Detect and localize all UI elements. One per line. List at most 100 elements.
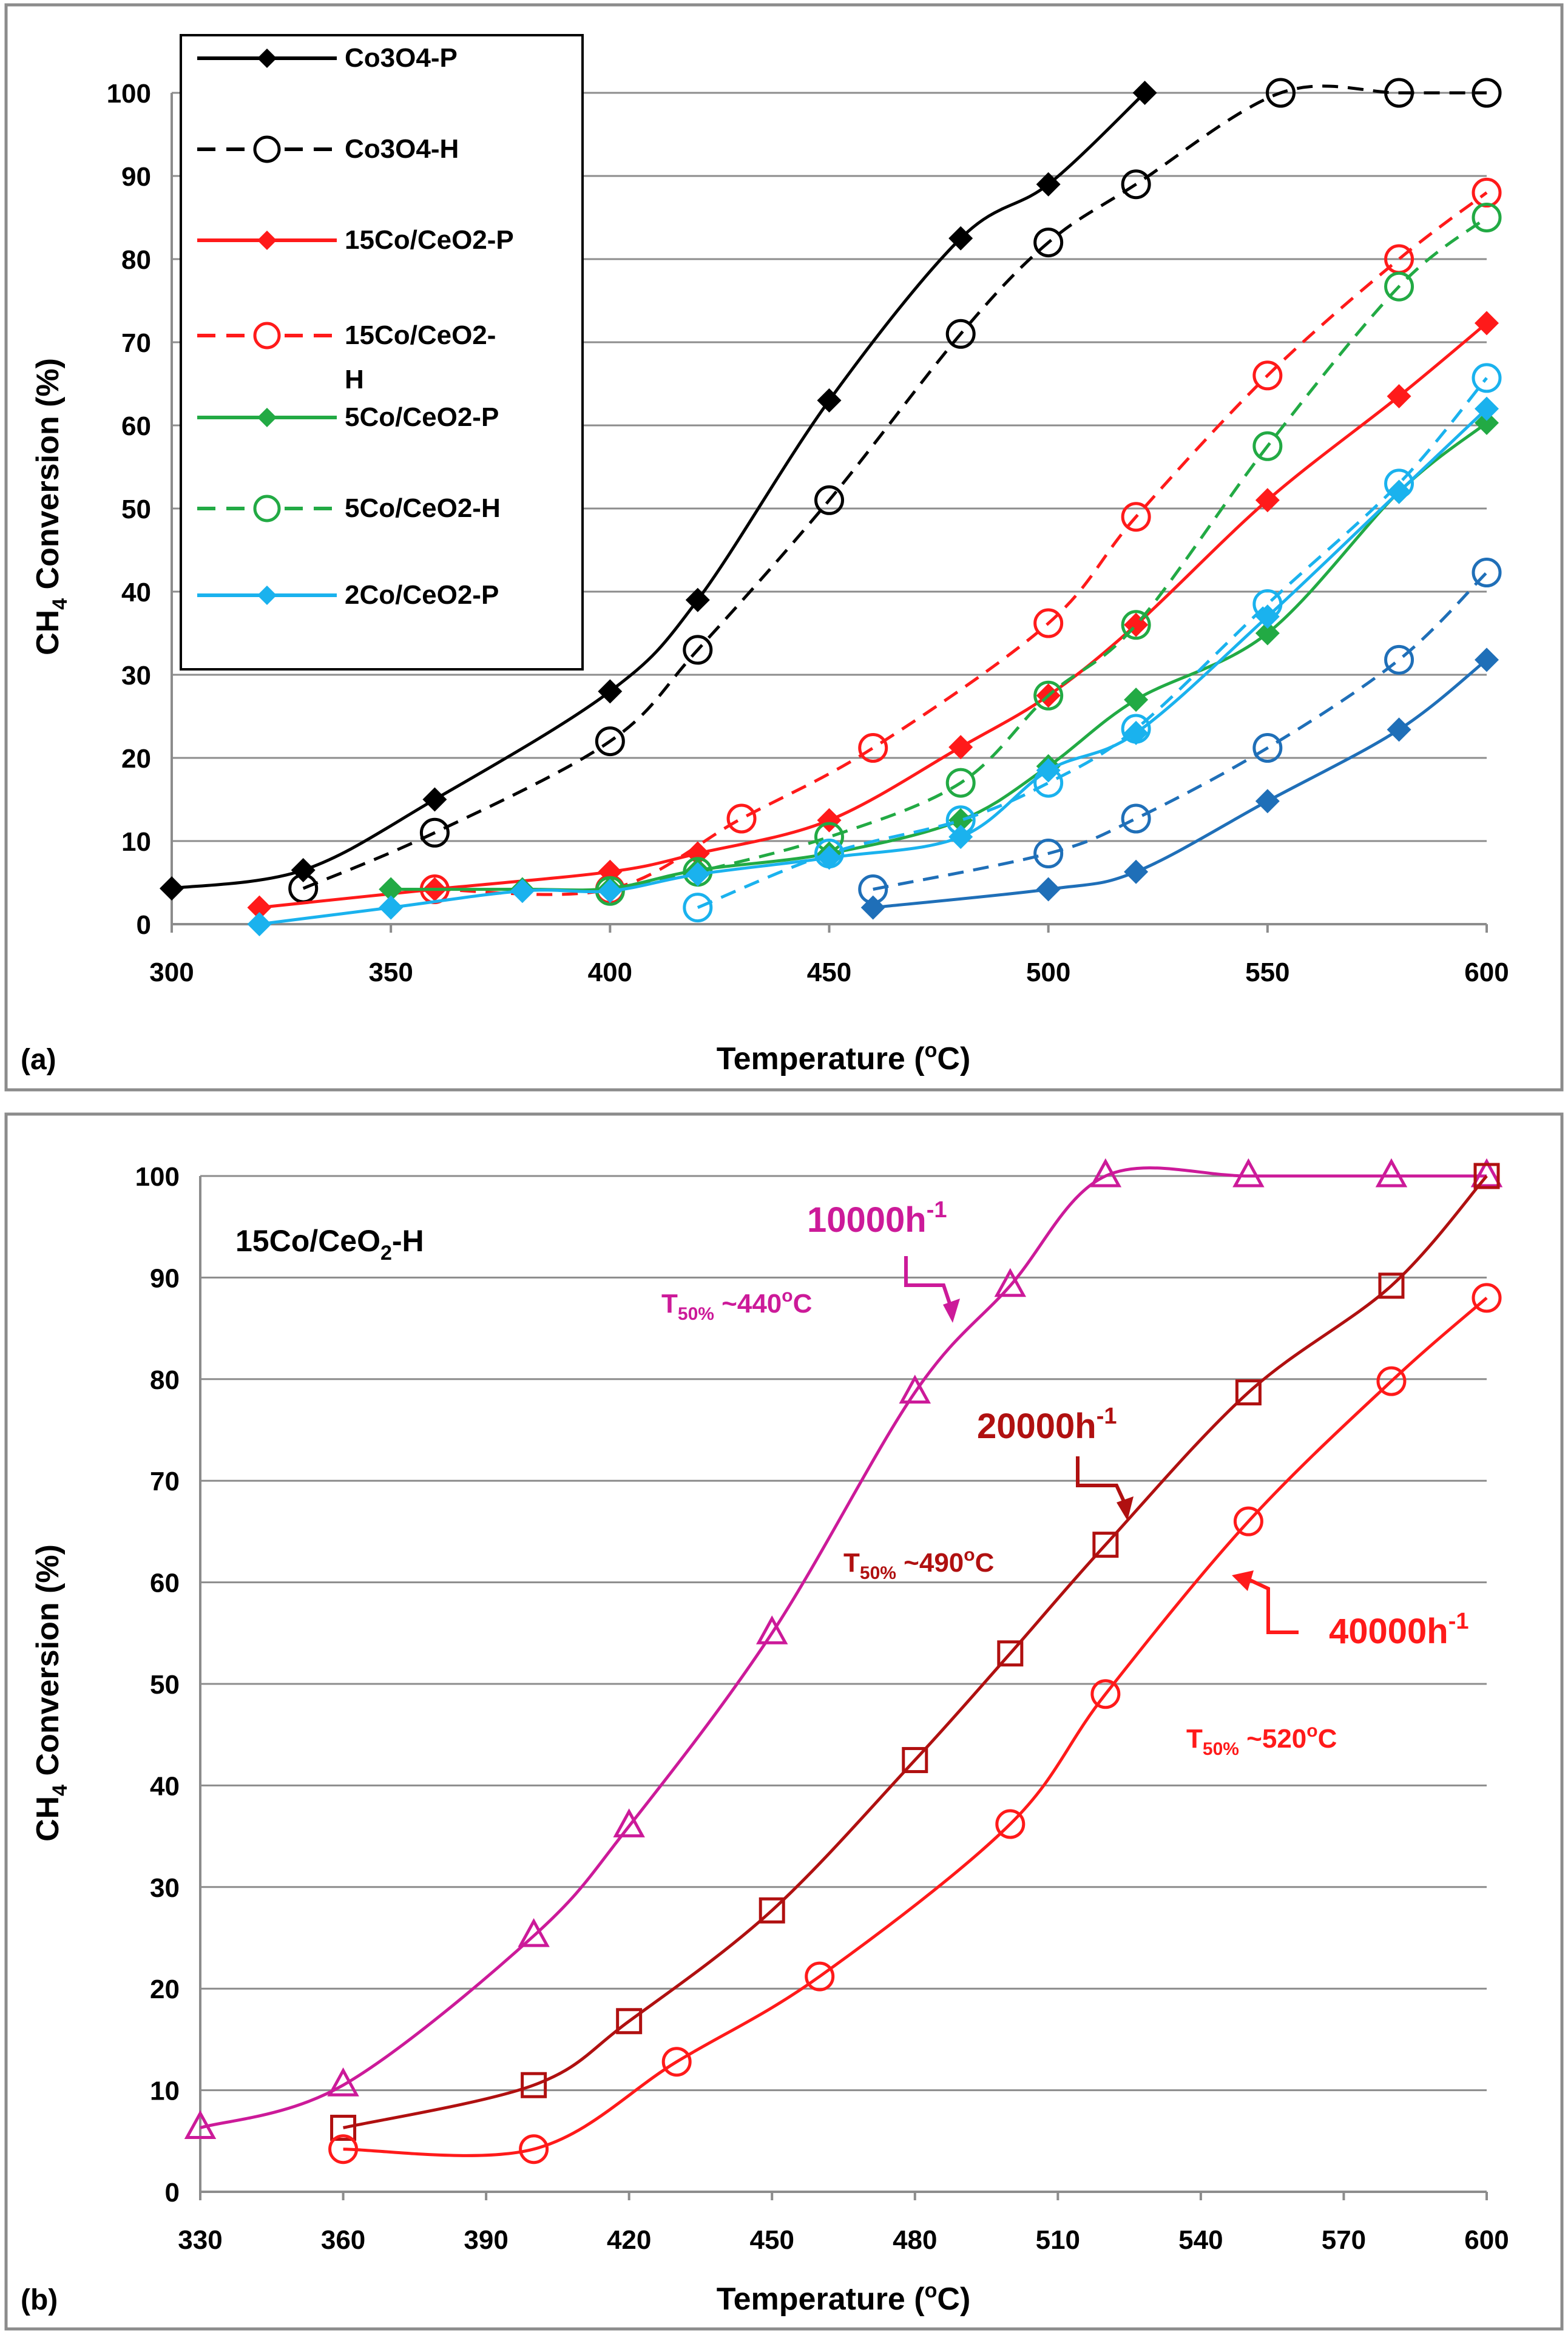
y-tick-label: 80 [121,245,151,275]
panel-b-label: (b) [21,2284,58,2316]
data-point [1472,1283,1502,1313]
svg-text:15Co/CeO2-P: 15Co/CeO2-P [345,225,514,255]
data-point [1252,431,1283,461]
data-point [1124,688,1149,712]
legend-box [180,34,584,671]
data-point [685,862,710,887]
data-point [1233,1506,1263,1536]
annotation-10000: 10000h-1 T50% ~440oC [661,1197,960,1324]
data-point [1378,1272,1405,1299]
y-tick-label: 10 [150,2076,180,2106]
data-point [945,319,976,349]
series-10000h-1 [184,1158,1503,2140]
series-40000h-1 [328,1283,1502,2164]
data-point [616,2008,643,2035]
y-tick-label: 100 [135,1162,180,1192]
x-tick-label: 600 [1464,2225,1509,2255]
y-tick-label: 40 [121,578,151,607]
data-point [1473,1163,1500,1189]
svg-text:40000h-1: 40000h-1 [1329,1609,1469,1651]
data-point [519,2134,549,2164]
y-tick-label: 0 [165,2178,180,2208]
series-2co-ceo2-p [247,396,1499,936]
data-point [510,879,535,904]
x-tick-label: 330 [178,2225,222,2255]
data-point [184,2110,217,2140]
series-1co-ceo2-h [858,557,1502,904]
data-point [1124,859,1149,884]
data-point [685,587,710,612]
data-point [1472,78,1502,108]
svg-text:5Co/CeO2-H: 5Co/CeO2-H [345,493,501,523]
data-point [805,1961,835,1992]
data-point [1375,1158,1408,1188]
data-point [1255,789,1280,814]
y-tick-label: 30 [121,661,151,691]
data-point [1376,1366,1407,1396]
x-tick-label: 500 [1026,958,1070,987]
data-point [598,679,623,704]
x-tick-label: 570 [1322,2225,1366,2255]
data-point [1132,81,1157,105]
data-point [1266,78,1296,108]
x-tick-label: 360 [321,2225,365,2255]
legend-item-15co-ceo2-h: 15Co/CeO2- H [197,320,496,394]
y-tick-label: 10 [121,827,151,857]
data-point [1475,647,1499,672]
svg-text:10000h-1: 10000h-1 [807,1197,947,1240]
svg-text:Co3O4-H: Co3O4-H [345,134,459,164]
data-point [945,768,976,798]
data-point [1252,733,1283,763]
series-line [873,571,1488,891]
data-point [247,895,272,920]
chart-b: 0 10 20 30 40 50 60 70 80 90 100 330 360 390 420 450 480… [135,1158,1509,2255]
legend-item-co3o4-h: Co3O4-H [197,134,459,164]
data-point [160,876,184,901]
data-point [1384,271,1414,302]
annotation-40000: 40000h-1 T50% ~520oC [1186,1570,1469,1759]
svg-text:T50% ~520oC: T50% ~520oC [1186,1721,1337,1759]
svg-text:H: H [345,365,364,394]
svg-text:15Co/CeO2-: 15Co/CeO2- [345,320,496,350]
x-tick-label: 350 [368,958,413,987]
data-point [613,1808,645,1837]
data-point [948,226,973,251]
series-line [343,1297,1488,2157]
y-tick-label: 50 [150,1670,180,1700]
data-point [1033,228,1064,258]
data-point [521,2072,547,2098]
data-point [902,1747,928,1774]
series-line [434,191,1488,896]
data-point [814,839,844,869]
data-point [1235,1379,1262,1406]
data-point [1036,877,1061,902]
data-point [1089,1158,1122,1188]
data-point [948,735,973,760]
svg-text:5Co/CeO2-P: 5Co/CeO2-P [345,402,499,432]
series-line [302,84,1487,890]
series-line [697,377,1488,909]
svg-text:2Co/CeO2-P: 2Co/CeO2-P [345,580,499,610]
legend-item-co3o4-p: Co3O4-P [197,43,458,73]
data-point [858,733,888,763]
series-line [259,407,1488,926]
panel-a-ylabel: CH4 Conversion (%) [30,358,72,655]
legend-item-5co-ceo2-p: 5Co/CeO2-P [197,402,499,432]
x-tick-label: 600 [1464,958,1509,987]
data-point [1121,502,1151,532]
chart-a: 0 10 20 30 40 50 60 70 80 90 100 300 350 400 450 500 550… [107,78,1509,987]
panel-b-frame [4,1112,1564,2331]
data-point [1472,203,1502,232]
data-point [1121,803,1151,834]
data-point [858,874,888,904]
data-point [328,2134,359,2164]
y-tick-label: 70 [121,328,151,358]
data-point [814,485,844,515]
data-point [1252,589,1283,620]
data-point [1033,680,1064,711]
legend-item-2co-ceo2-p: 2Co/CeO2-P [197,580,499,610]
data-point [1475,410,1499,435]
sample-label: 15Co/CeO2-H [235,1224,424,1265]
data-point [595,726,625,757]
